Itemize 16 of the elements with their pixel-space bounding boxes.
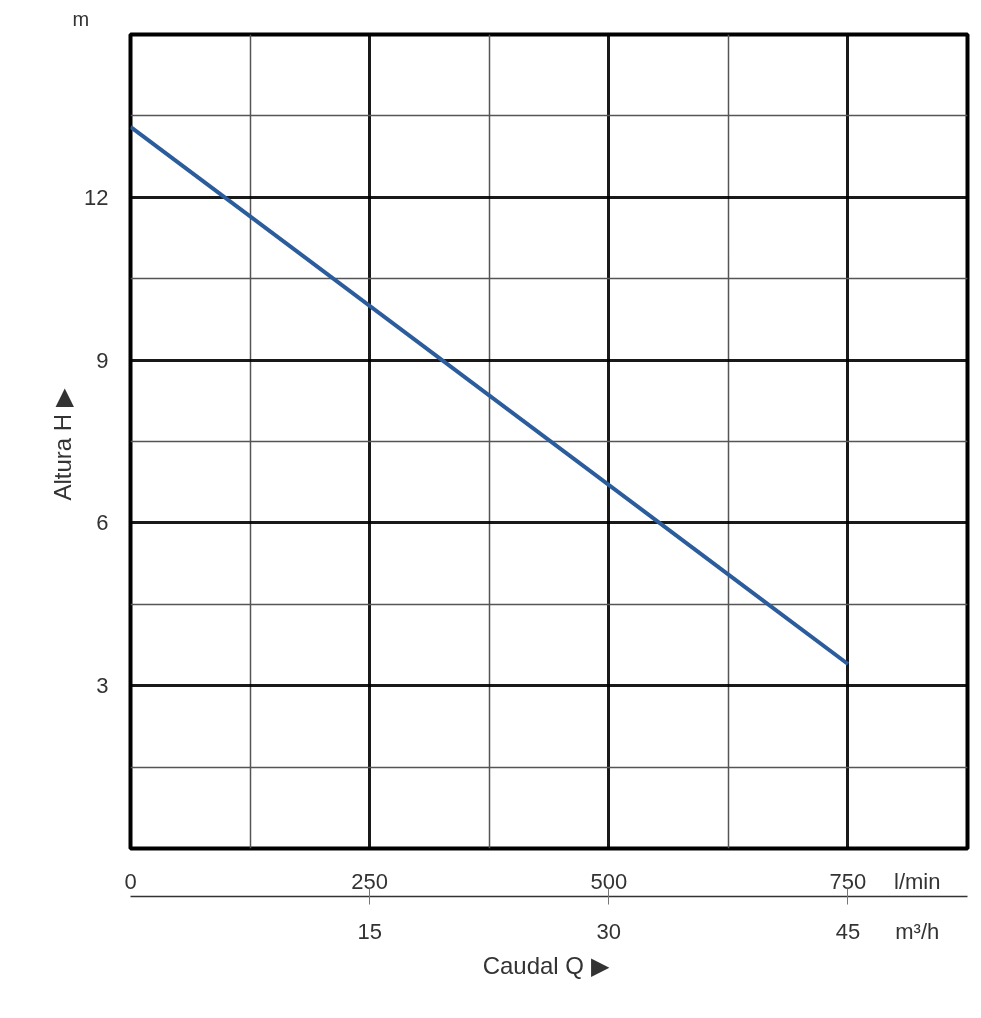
x-axis-title: Caudal Q ▶ <box>482 951 610 979</box>
y-tick-label: 3 <box>96 673 109 699</box>
x-tick-label: 250 <box>351 868 389 894</box>
y-axis-title: Altura H ▶ <box>49 388 77 501</box>
text: m <box>72 7 90 30</box>
x-tick-label: 500 <box>590 868 628 894</box>
x2-tick-label: 15 <box>357 918 382 944</box>
text: l/min <box>894 868 941 894</box>
x-tick-label: 750 <box>829 868 867 894</box>
y-tick-label: 9 <box>96 347 109 373</box>
x-tick-label: 0 <box>124 868 137 894</box>
y-tick-label: 6 <box>96 510 109 536</box>
text: m³/h <box>895 918 940 944</box>
x2-tick-label: 30 <box>596 918 622 944</box>
x2-tick-label: 45 <box>835 918 861 944</box>
y-tick-label: 12 <box>84 184 109 210</box>
